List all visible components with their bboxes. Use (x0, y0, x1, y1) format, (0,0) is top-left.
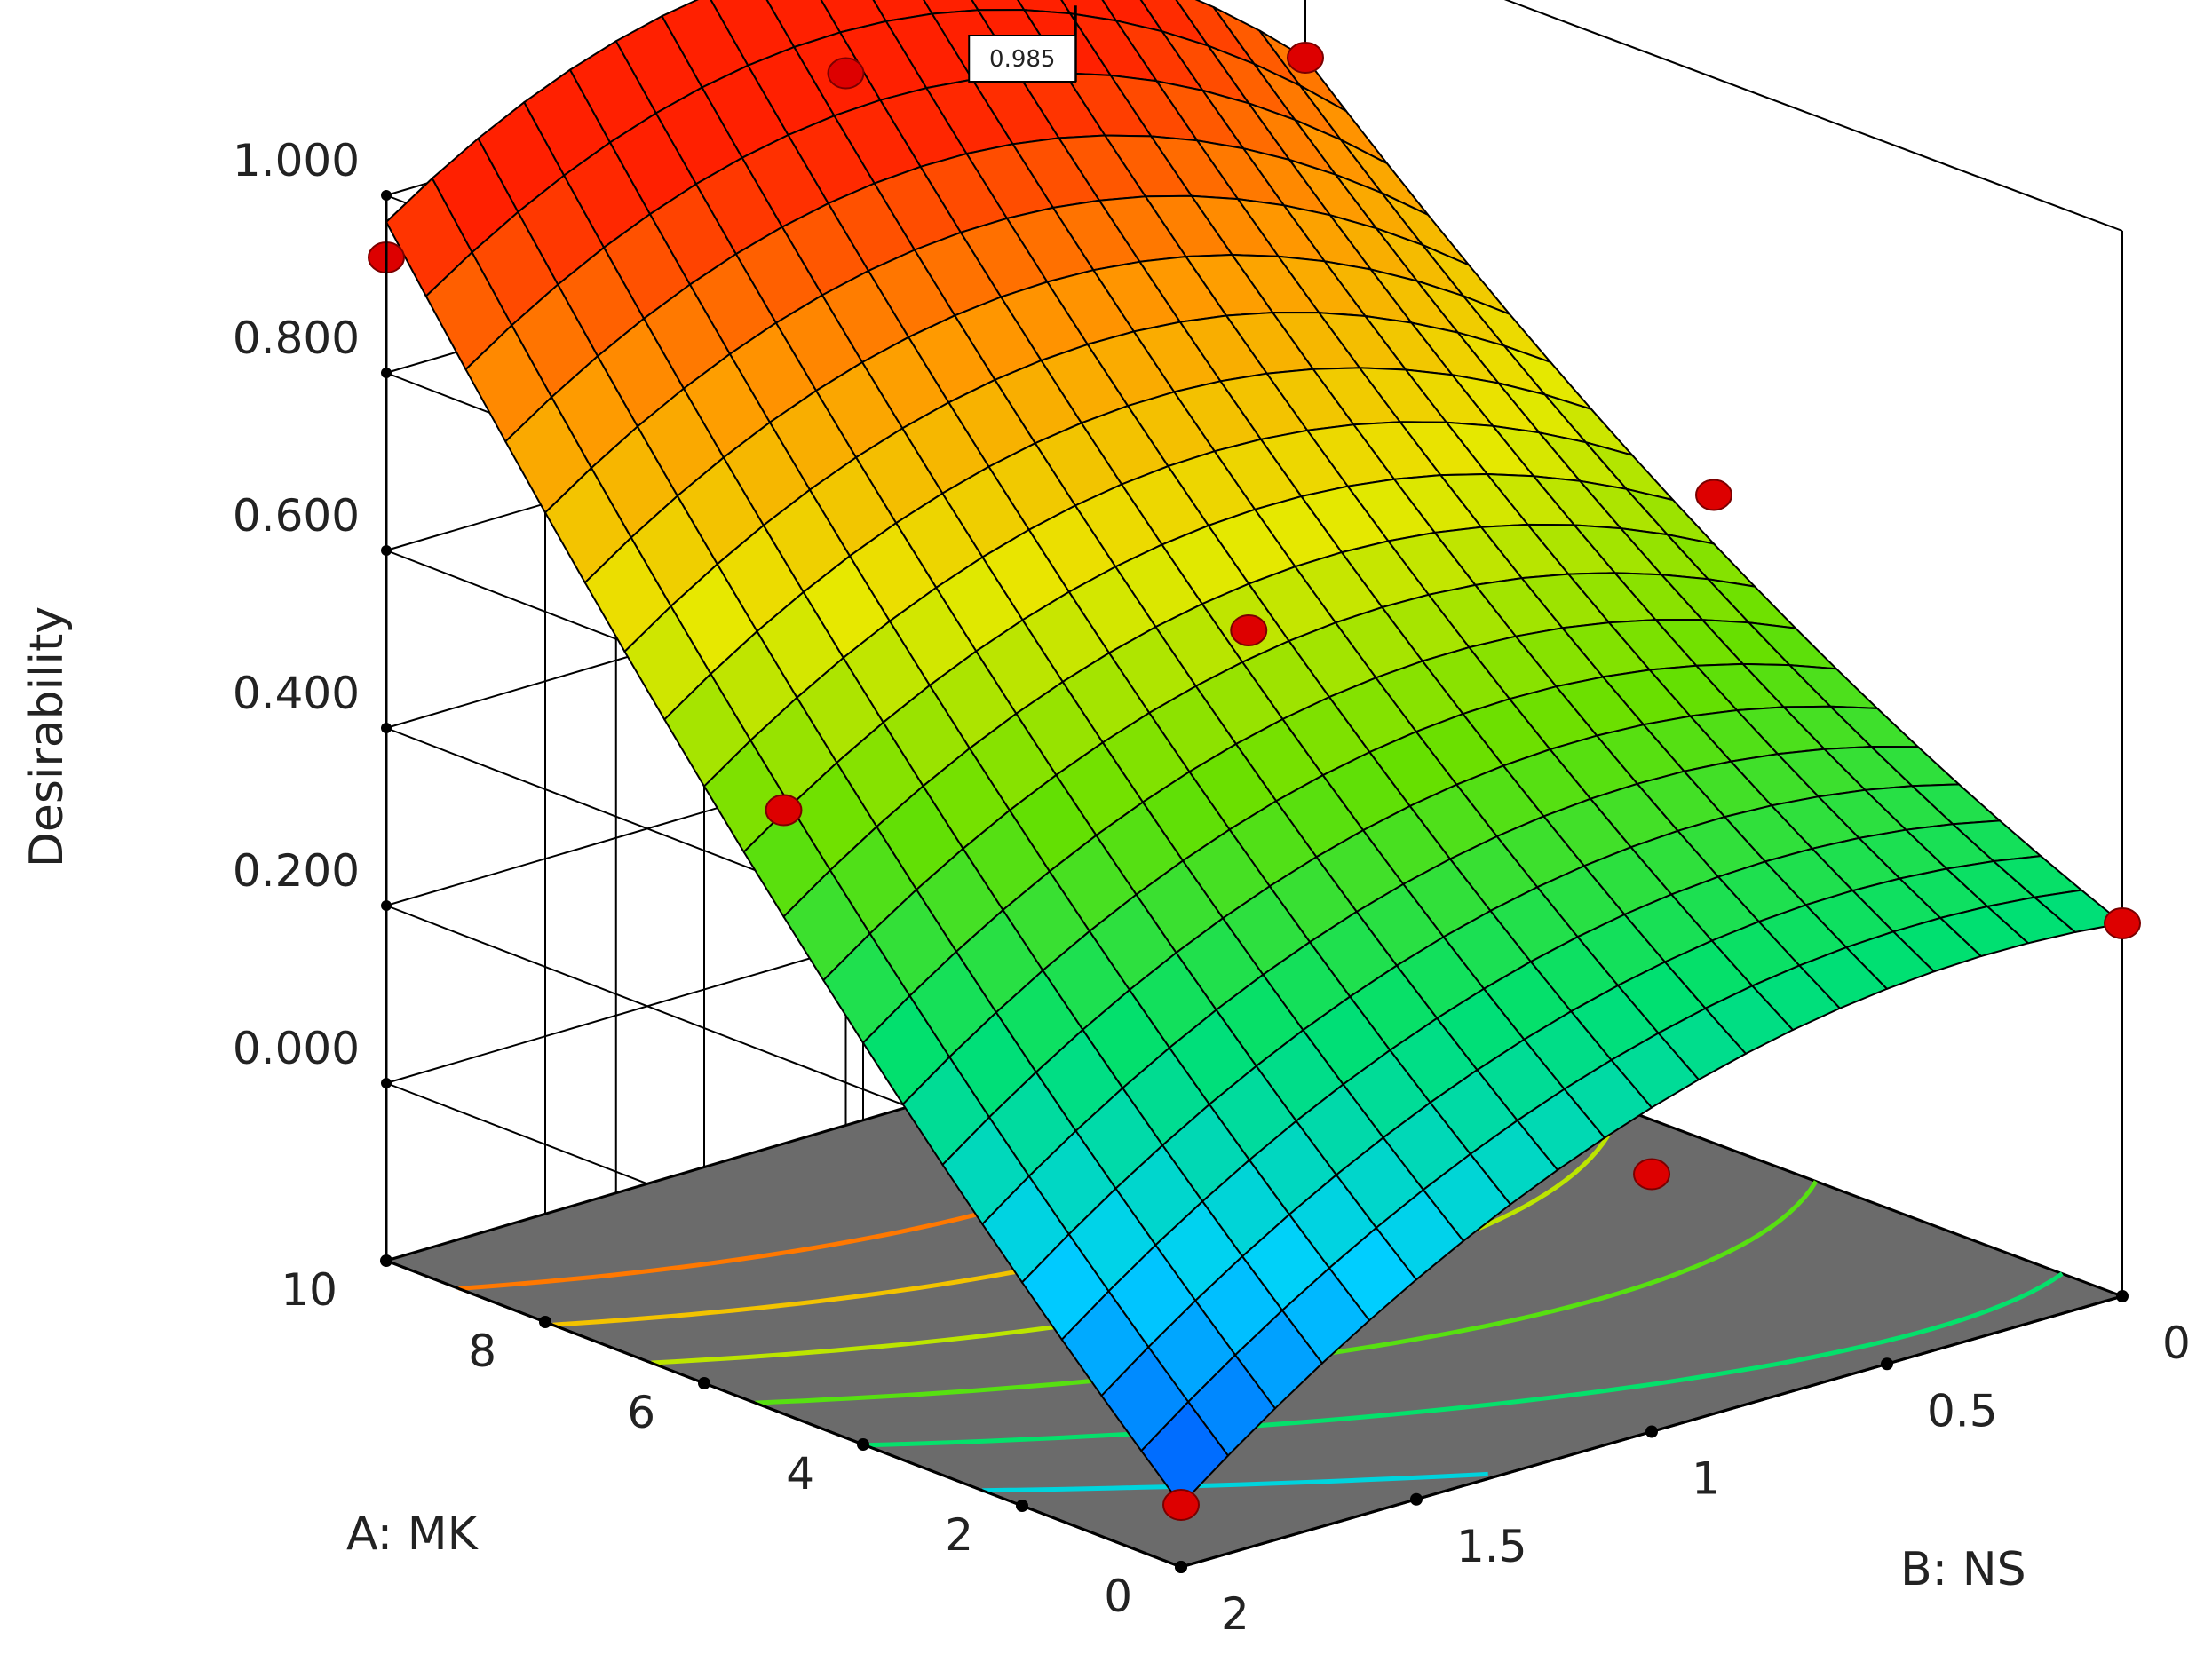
z-tick (381, 190, 392, 201)
a-tick-label: 6 (627, 1387, 655, 1438)
b-tick-label: 0 (2162, 1318, 2191, 1369)
b-tick-label: 1 (1692, 1453, 1720, 1505)
contour-line (982, 1471, 1488, 1493)
contour-line (755, 1180, 1819, 1405)
z-tick-label: 1.000 (233, 135, 360, 186)
design-point (827, 57, 865, 90)
contour-line (864, 1271, 2064, 1448)
response-surface (385, 0, 2125, 1507)
a-tick-label: 8 (468, 1326, 496, 1377)
z-tick-label: 0.200 (233, 845, 360, 897)
value-flag: 0.985 (968, 5, 1077, 83)
a-tick (857, 1438, 869, 1451)
z-tick (381, 1078, 392, 1088)
b-tick (1881, 1357, 1893, 1371)
a-tick (1016, 1500, 1028, 1512)
axes: 0.000 0.200 0.400 0.600 0.800 1.000 0 2 4 6 8 10 0 0.… (233, 135, 2191, 1640)
flag-box (968, 35, 1077, 83)
z-tick (381, 368, 392, 378)
surface-cell (2032, 889, 2125, 933)
a-tick (698, 1377, 710, 1389)
b-tick-label: 2 (1221, 1588, 1249, 1640)
design-point (765, 794, 803, 827)
z-tick (381, 545, 392, 556)
b-tick (1645, 1425, 1658, 1438)
b-tick (1175, 1561, 1187, 1573)
design-point (1695, 479, 1732, 511)
design-point (1633, 1158, 1670, 1191)
a-axis-line (385, 1259, 1182, 1569)
z-axis-title: Desirability (20, 606, 74, 867)
a-tick-label: 4 (786, 1448, 814, 1500)
a-tick-label: 2 (945, 1509, 973, 1561)
design-point (1287, 42, 1324, 74)
x-axis-title: A: MK (346, 1508, 480, 1561)
a-tick (539, 1316, 551, 1328)
design-point (1162, 1489, 1200, 1521)
design-points (368, 42, 2141, 1521)
design-point (1230, 614, 1268, 646)
b-tick (2116, 1290, 2129, 1302)
z-tick-label: 0.800 (233, 313, 360, 364)
b-tick-label: 1.5 (1456, 1521, 1527, 1572)
z-tick (381, 723, 392, 733)
edge-top-right (1503, 0, 2123, 232)
flag-label: 0.985 (989, 46, 1055, 73)
z-tick-label: 0.400 (233, 668, 360, 719)
axis-labels: Desirability A: MK B: NS (20, 606, 2026, 1596)
a-tick-label: 0 (1104, 1571, 1132, 1622)
z-tick (381, 900, 392, 911)
z-tick-label: 0.000 (233, 1023, 360, 1074)
b-tick-label: 0.5 (1927, 1385, 1998, 1437)
a-tick (380, 1254, 392, 1267)
z-tick-label: 0.600 (233, 490, 360, 542)
y-axis-title: B: NS (1900, 1543, 2026, 1596)
a-tick-label: 10 (281, 1264, 337, 1316)
b-tick (1410, 1492, 1423, 1506)
design-point (2104, 907, 2141, 939)
